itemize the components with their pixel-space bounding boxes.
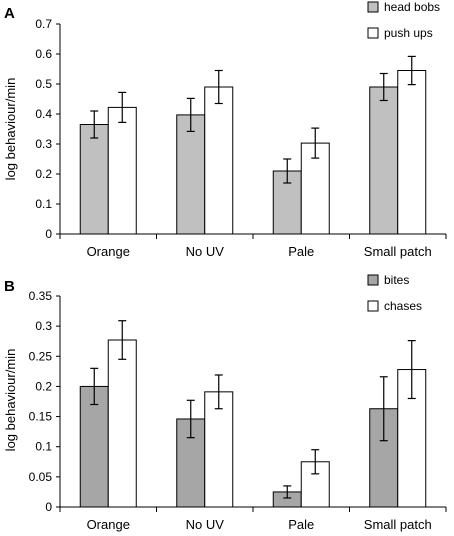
x-tick-label: Pale — [288, 244, 314, 259]
x-tick-label: Pale — [288, 517, 314, 532]
bar-push-ups — [397, 70, 427, 235]
bar-chases — [107, 339, 137, 508]
bar-push-ups — [204, 86, 234, 235]
legend-label: push ups — [384, 26, 433, 40]
bar-bites — [79, 385, 109, 508]
legend-swatch — [367, 27, 379, 39]
x-tick-label: Small patch — [364, 244, 432, 259]
y-tick-label: 0.25 — [29, 349, 53, 363]
y-tick-label: 0.5 — [35, 77, 52, 91]
y-tick-label: 0.4 — [35, 107, 52, 121]
y-tick-label: 0.2 — [35, 167, 52, 181]
bar-head-bobs — [176, 114, 206, 235]
legend-swatch — [367, 300, 379, 312]
x-tick-label: Orange — [87, 244, 130, 259]
x-tick-label: Orange — [87, 517, 130, 532]
panel-label: B — [4, 278, 15, 295]
y-tick-label: 0.05 — [29, 470, 53, 484]
y-axis-label: log behaviour/min — [3, 78, 18, 181]
y-tick-label: 0.1 — [35, 197, 52, 211]
y-tick-label: 0.6 — [35, 47, 52, 61]
legend-label: bites — [384, 273, 409, 287]
y-tick-label: 0 — [45, 500, 52, 514]
legend-swatch — [367, 274, 379, 286]
legend-label: chases — [384, 299, 422, 313]
bar-push-ups — [107, 106, 137, 235]
bar-head-bobs — [369, 86, 399, 235]
y-tick-label: 0.3 — [35, 137, 52, 151]
y-tick-label: 0.15 — [29, 410, 53, 424]
legend-swatch — [367, 1, 379, 13]
y-tick-label: 0.35 — [29, 289, 53, 303]
y-axis-label: log behaviour/min — [3, 349, 18, 452]
x-tick-label: Small patch — [364, 517, 432, 532]
bar-head-bobs — [79, 124, 109, 235]
y-tick-label: 0.7 — [35, 17, 52, 31]
x-tick-label: No UV — [186, 244, 225, 259]
x-tick-label: No UV — [186, 517, 225, 532]
y-tick-label: 0.2 — [35, 379, 52, 393]
y-tick-label: 0 — [45, 227, 52, 241]
legend-label: head bobs — [384, 0, 440, 14]
y-tick-label: 0.1 — [35, 440, 52, 454]
y-tick-label: 0.3 — [35, 319, 52, 333]
panel-label: A — [4, 5, 15, 22]
